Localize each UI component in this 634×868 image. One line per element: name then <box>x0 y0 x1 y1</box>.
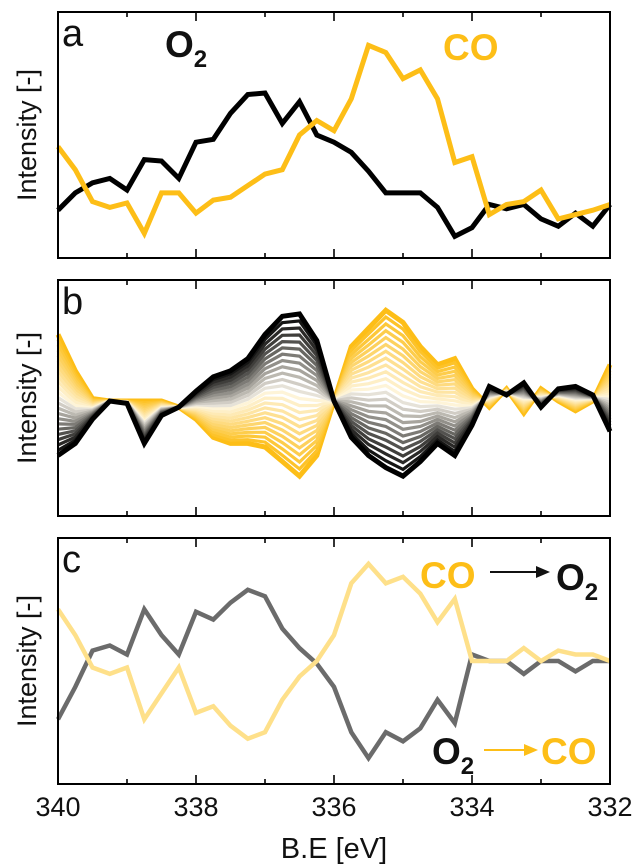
x-tick-label: 334 <box>449 792 494 822</box>
x-tick-label: 340 <box>35 792 80 822</box>
panel-letter: b <box>62 281 83 323</box>
plot-frame <box>57 11 611 259</box>
panel-a: Intensity [-] a O2 CO <box>12 11 612 259</box>
panel-letter: c <box>62 539 81 581</box>
series-line-23 <box>56 311 613 480</box>
annotation-o2: O2 <box>165 24 207 73</box>
y-axis-label: Intensity [-] <box>12 332 42 464</box>
annotation-to: CO <box>541 731 597 772</box>
series-line-1 <box>56 560 611 742</box>
series-line-0 <box>56 587 610 763</box>
annotation-co: CO <box>443 27 499 68</box>
x-tick-label: 338 <box>173 792 218 822</box>
arrow-head-icon <box>536 566 550 578</box>
series-line-co <box>55 41 611 240</box>
x-tick-label: 332 <box>587 792 632 822</box>
arrow-head-icon <box>524 744 538 756</box>
annotation-to: O2 <box>556 557 598 606</box>
annotation-from: O2 <box>432 731 474 780</box>
plot-frame <box>57 537 611 785</box>
panel-letter: a <box>62 13 84 55</box>
panel-b: Intensity [-] b <box>12 279 613 517</box>
y-axis-label: Intensity [-] <box>12 69 42 201</box>
annotation-o2-to-co: O2 CO <box>432 731 597 780</box>
annotation-co-to-o2: CO O2 <box>420 555 598 606</box>
series-line-o2 <box>56 90 612 240</box>
y-axis-label: Intensity [-] <box>12 595 42 727</box>
plot-frame <box>57 279 611 517</box>
annotation-from: CO <box>420 555 476 596</box>
x-axis-label: B.E [eV] <box>281 833 387 865</box>
x-tick-label: 336 <box>311 792 356 822</box>
